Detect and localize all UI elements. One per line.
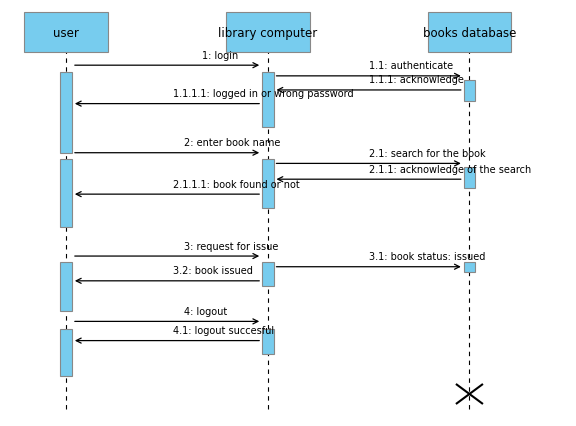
Bar xyxy=(262,262,274,286)
Text: 1.1: authenticate: 1.1: authenticate xyxy=(369,61,453,71)
Text: 2.1.1.1: book found or not: 2.1.1.1: book found or not xyxy=(173,179,300,189)
Bar xyxy=(464,167,475,188)
Text: 1: login: 1: login xyxy=(202,51,238,60)
Text: 4.1: logout succesful: 4.1: logout succesful xyxy=(173,325,274,335)
Text: 3: request for issue: 3: request for issue xyxy=(184,241,279,251)
Text: 2.1: search for the book: 2.1: search for the book xyxy=(369,149,485,158)
Text: 1.1.1.1: logged in or wrong password: 1.1.1.1: logged in or wrong password xyxy=(173,89,354,99)
Bar xyxy=(262,160,274,209)
Text: 4: logout: 4: logout xyxy=(184,306,228,316)
Text: books database: books database xyxy=(423,26,516,40)
Bar xyxy=(60,262,72,311)
Bar xyxy=(262,72,274,128)
Text: 3.1: book status: issued: 3.1: book status: issued xyxy=(369,252,485,262)
Text: 2: enter book name: 2: enter book name xyxy=(184,138,281,148)
Bar xyxy=(24,13,108,53)
Bar xyxy=(60,160,72,228)
Bar xyxy=(60,329,72,376)
Bar xyxy=(60,72,72,153)
Text: 1.1.1: acknowledge: 1.1.1: acknowledge xyxy=(369,75,464,85)
Text: 2.1.1: acknowledge of the search: 2.1.1: acknowledge of the search xyxy=(369,164,531,174)
Bar xyxy=(464,262,475,273)
Bar xyxy=(464,81,475,101)
Text: 3.2: book issued: 3.2: book issued xyxy=(173,266,253,276)
Text: user: user xyxy=(54,26,79,40)
Bar xyxy=(427,13,511,53)
Text: library computer: library computer xyxy=(218,26,317,40)
Bar xyxy=(226,13,310,53)
Bar xyxy=(262,329,274,354)
